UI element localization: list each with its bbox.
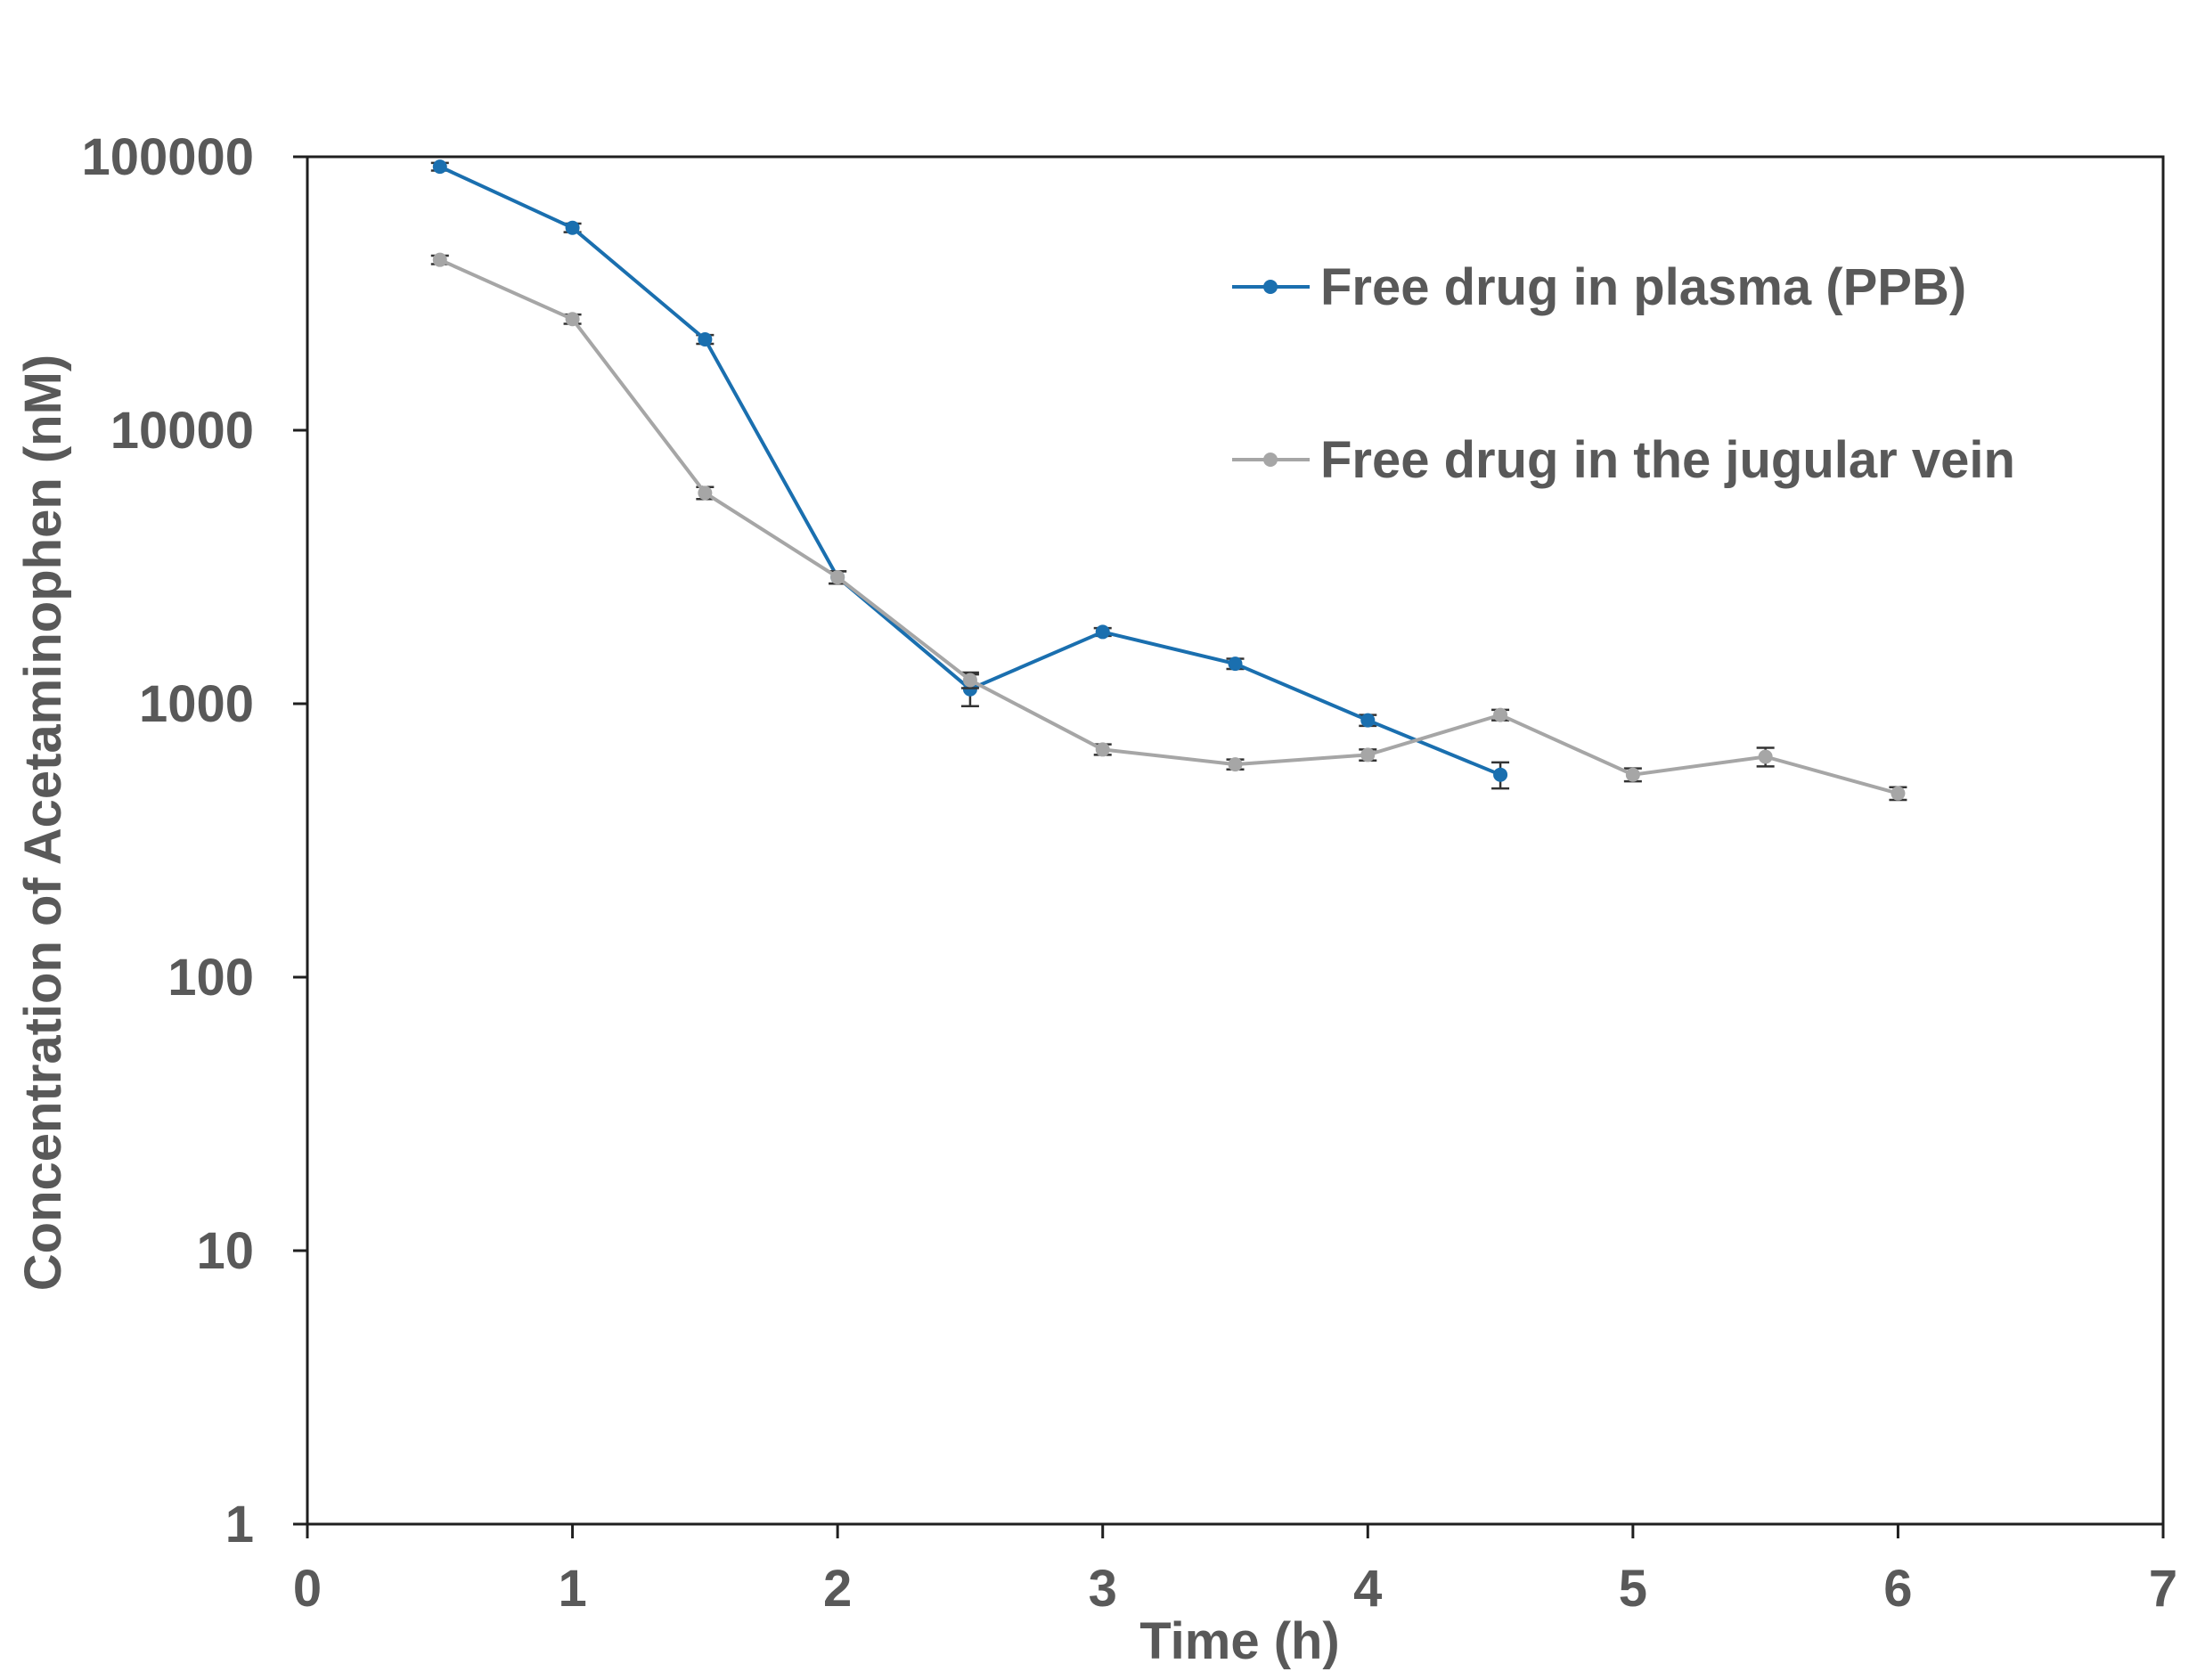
data-point (565, 220, 580, 235)
y-tick-label: 1 (225, 1496, 254, 1554)
data-point (1095, 742, 1110, 757)
x-tick-label: 5 (1619, 1560, 1647, 1618)
plot-frame (306, 155, 2165, 1526)
data-point (698, 485, 713, 501)
data-point (432, 252, 447, 267)
x-tick-label: 2 (823, 1560, 852, 1618)
data-point (1228, 757, 1243, 772)
data-point (698, 331, 713, 347)
series-line (438, 257, 1899, 795)
x-tick-label: 1 (558, 1560, 586, 1618)
y-tick-label: 100 (167, 949, 254, 1007)
series-2 (430, 252, 1907, 802)
data-point (1228, 657, 1243, 672)
data-point (1493, 767, 1508, 782)
data-point (1360, 747, 1376, 763)
y-tick-label: 100000 (81, 128, 254, 186)
data-point (432, 159, 447, 175)
legend-marker (1263, 280, 1278, 294)
y-axis-title: Concentration of Acetaminophen (nM) (14, 355, 72, 1291)
legend-label: Free drug in plasma (PPB) (1320, 258, 1966, 316)
x-tick-label: 6 (1883, 1560, 1912, 1618)
legend-marker (1263, 453, 1278, 467)
data-point (962, 673, 977, 688)
y-tick-label: 10000 (110, 402, 254, 460)
data-point (1625, 767, 1640, 782)
x-tick-label: 7 (2149, 1560, 2177, 1618)
x-tick-label: 3 (1089, 1560, 1117, 1618)
data-point (1360, 713, 1376, 728)
data-point (830, 570, 845, 585)
legend-label: Free drug in the jugular vein (1320, 431, 2015, 489)
data-point (1095, 624, 1110, 640)
data-point (565, 312, 580, 327)
y-tick-label: 1000 (139, 675, 254, 733)
x-tick-label: 0 (293, 1560, 322, 1618)
x-axis-title: Time (h) (1139, 1612, 1340, 1670)
series-layer (430, 159, 1907, 802)
data-point (1758, 749, 1773, 764)
x-tick-label: 4 (1353, 1560, 1382, 1618)
y-tick-label: 10 (196, 1222, 254, 1280)
legend: Free drug in plasma (PPB) Free drug in th… (1232, 258, 2015, 489)
data-point (1493, 707, 1508, 722)
data-point (1891, 786, 1906, 801)
